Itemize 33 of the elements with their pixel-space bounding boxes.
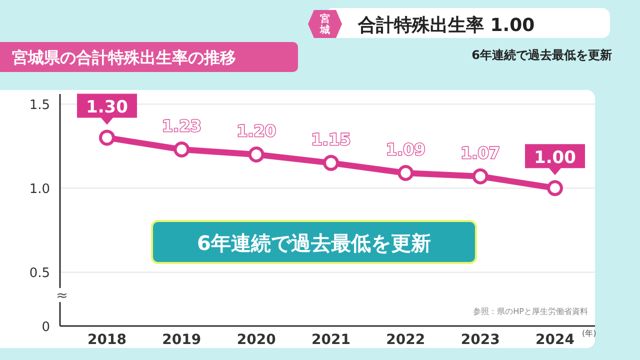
data-label: 1.00	[534, 148, 576, 168]
y-tick-label: 1.5	[29, 98, 50, 114]
x-tick-label: 2018	[88, 332, 126, 348]
data-label: 1.23	[162, 116, 202, 136]
point	[472, 168, 488, 184]
point	[174, 141, 190, 158]
point	[248, 146, 264, 163]
annotation: ≈	[56, 288, 68, 304]
y-tick-label: 0.5	[29, 266, 50, 282]
point	[323, 154, 339, 171]
x-tick-label: 2023	[460, 332, 500, 348]
point	[99, 130, 115, 146]
data-label: 1.09	[386, 140, 426, 160]
x-tick-label: 2020	[236, 332, 276, 348]
point	[547, 180, 563, 196]
chart-subtitle: 6年連続で過去最低を更新	[472, 48, 612, 62]
annotation: 参照：県のHPと厚生労働省資料	[473, 307, 588, 316]
x-axis-title: (年)	[582, 329, 596, 338]
text: 宮城	[319, 13, 330, 36]
data-label: 1.20	[236, 122, 276, 141]
data-label: 1.07	[460, 143, 500, 162]
x-tick-label: 2021	[312, 332, 350, 348]
x-tick-label: 2022	[386, 332, 426, 348]
data-label: 1.15	[311, 130, 351, 149]
text: 合計特殊出生率 1.00	[357, 15, 535, 36]
y-tick-label: 0	[42, 320, 50, 335]
chart-title: 宮城県の合計特殊出生率の推移	[12, 48, 236, 67]
y-tick-label: 1.0	[29, 182, 50, 198]
annotation: 6年連続で過去最低を更新	[197, 231, 431, 255]
x-tick-label: 2019	[162, 332, 202, 348]
data-label: 1.30	[86, 98, 128, 118]
x-tick-label: 2024	[536, 332, 575, 348]
point	[398, 165, 414, 182]
